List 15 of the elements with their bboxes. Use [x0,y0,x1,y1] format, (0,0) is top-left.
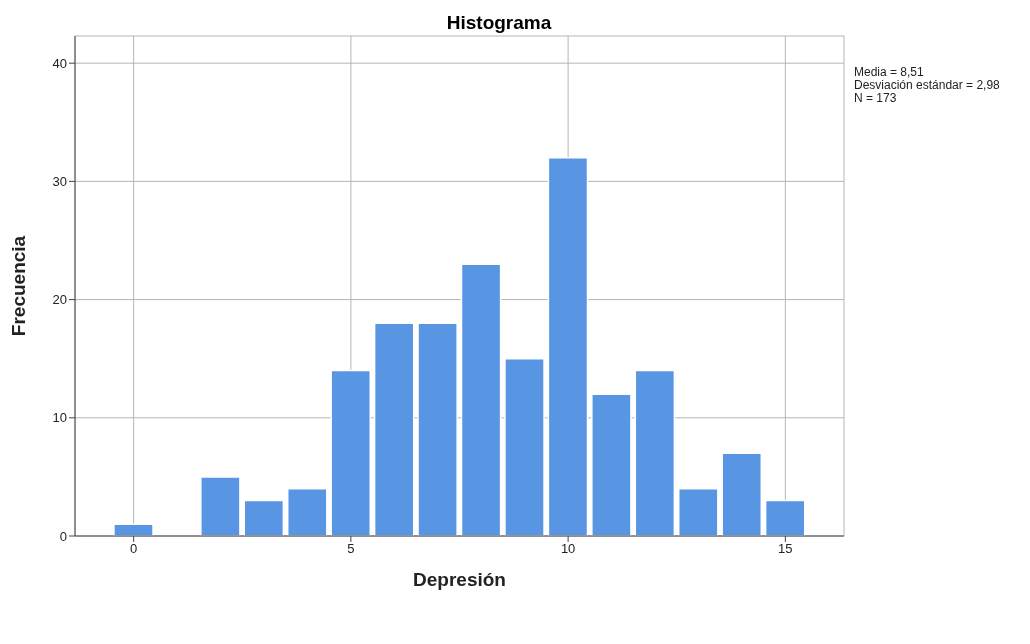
x-tick-label: 10 [560,541,576,557]
y-tick-label: 30 [52,174,67,190]
y-axis-title: Frecuencia [7,235,29,337]
x-axis-title: Depresión [413,569,506,590]
x-tick-label: 0 [130,541,138,557]
y-tick-label: 40 [52,55,67,71]
y-tick-label: 20 [52,292,67,308]
y-tick-label: 0 [59,528,67,544]
x-tick-label: 15 [778,541,793,557]
text: N = 173 [854,91,898,105]
text: Media = 8,51 [854,65,925,79]
text: Desviación estándar = 2,98 [854,78,1000,92]
x-tick-label: 5 [347,541,355,557]
y-tick-label: 10 [52,410,67,426]
chart-title: Histograma [445,12,553,34]
